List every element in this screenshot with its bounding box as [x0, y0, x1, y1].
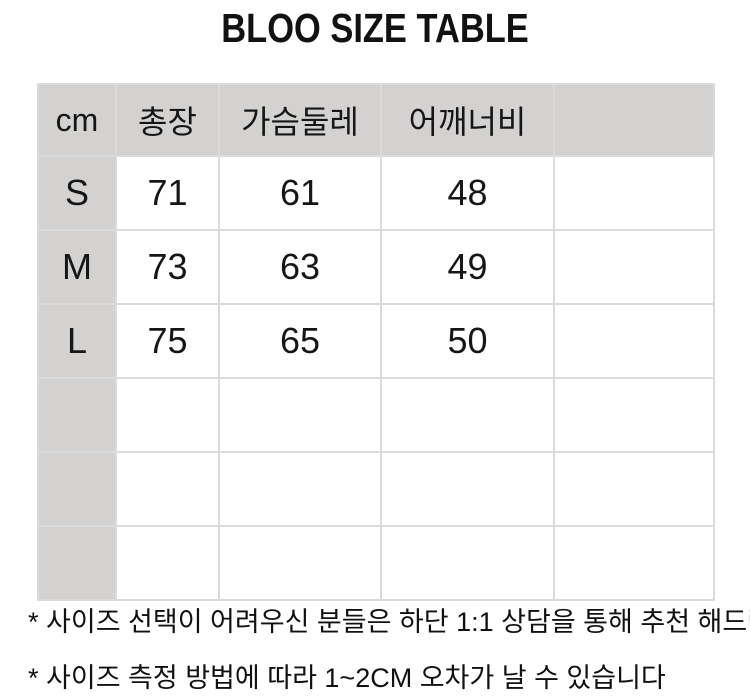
value-cell — [115, 525, 220, 601]
page-title: BLOO SIZE TABLE — [221, 5, 529, 51]
size-note-consult: * 사이즈 선택이 어려우신 분들은 하단 1:1 상담을 통해 추천 해드립니… — [28, 607, 750, 637]
value-cell-shoulder: 48 — [380, 155, 555, 231]
value-cell-empty — [553, 303, 715, 379]
value-cell — [553, 377, 715, 453]
value-cell — [380, 525, 555, 601]
table-header-row: cm 총장 가슴둘레 어깨너비 — [37, 83, 715, 157]
value-cell-empty — [553, 229, 715, 305]
size-cell: S — [37, 155, 117, 231]
value-cell-total-length: 71 — [115, 155, 220, 231]
size-cell: M — [37, 229, 117, 305]
value-cell-shoulder: 50 — [380, 303, 555, 379]
value-cell-chest: 65 — [218, 303, 382, 379]
col-header-shoulder: 어깨너비 — [380, 83, 555, 157]
size-table: cm 총장 가슴둘레 어깨너비 S 71 61 48 M 73 63 49 — [37, 83, 715, 601]
value-cell — [380, 377, 555, 453]
table-row-empty-1 — [37, 377, 715, 453]
col-header-chest: 가슴둘레 — [218, 83, 382, 157]
value-cell — [218, 377, 382, 453]
size-cell — [37, 377, 117, 453]
size-cell — [37, 451, 117, 527]
value-cell — [218, 525, 382, 601]
table-row-empty-2 — [37, 451, 715, 527]
value-cell-total-length: 73 — [115, 229, 220, 305]
table-row-s: S 71 61 48 — [37, 155, 715, 231]
col-header-total-length: 총장 — [115, 83, 220, 157]
value-cell — [553, 525, 715, 601]
value-cell — [553, 451, 715, 527]
value-cell-total-length: 75 — [115, 303, 220, 379]
unit-header-cell: cm — [37, 83, 117, 157]
value-cell-shoulder: 49 — [380, 229, 555, 305]
value-cell-chest: 61 — [218, 155, 382, 231]
table-row-l: L 75 65 50 — [37, 303, 715, 379]
size-note-tolerance: * 사이즈 측정 방법에 따라 1~2CM 오차가 날 수 있습니다 — [28, 663, 666, 693]
size-cell: L — [37, 303, 117, 379]
value-cell — [115, 451, 220, 527]
value-cell — [380, 451, 555, 527]
value-cell-chest: 63 — [218, 229, 382, 305]
value-cell — [115, 377, 220, 453]
value-cell — [218, 451, 382, 527]
value-cell-empty — [553, 155, 715, 231]
table-row-empty-3 — [37, 525, 715, 601]
table-row-m: M 73 63 49 — [37, 229, 715, 305]
col-header-empty — [553, 83, 715, 157]
size-cell — [37, 525, 117, 601]
